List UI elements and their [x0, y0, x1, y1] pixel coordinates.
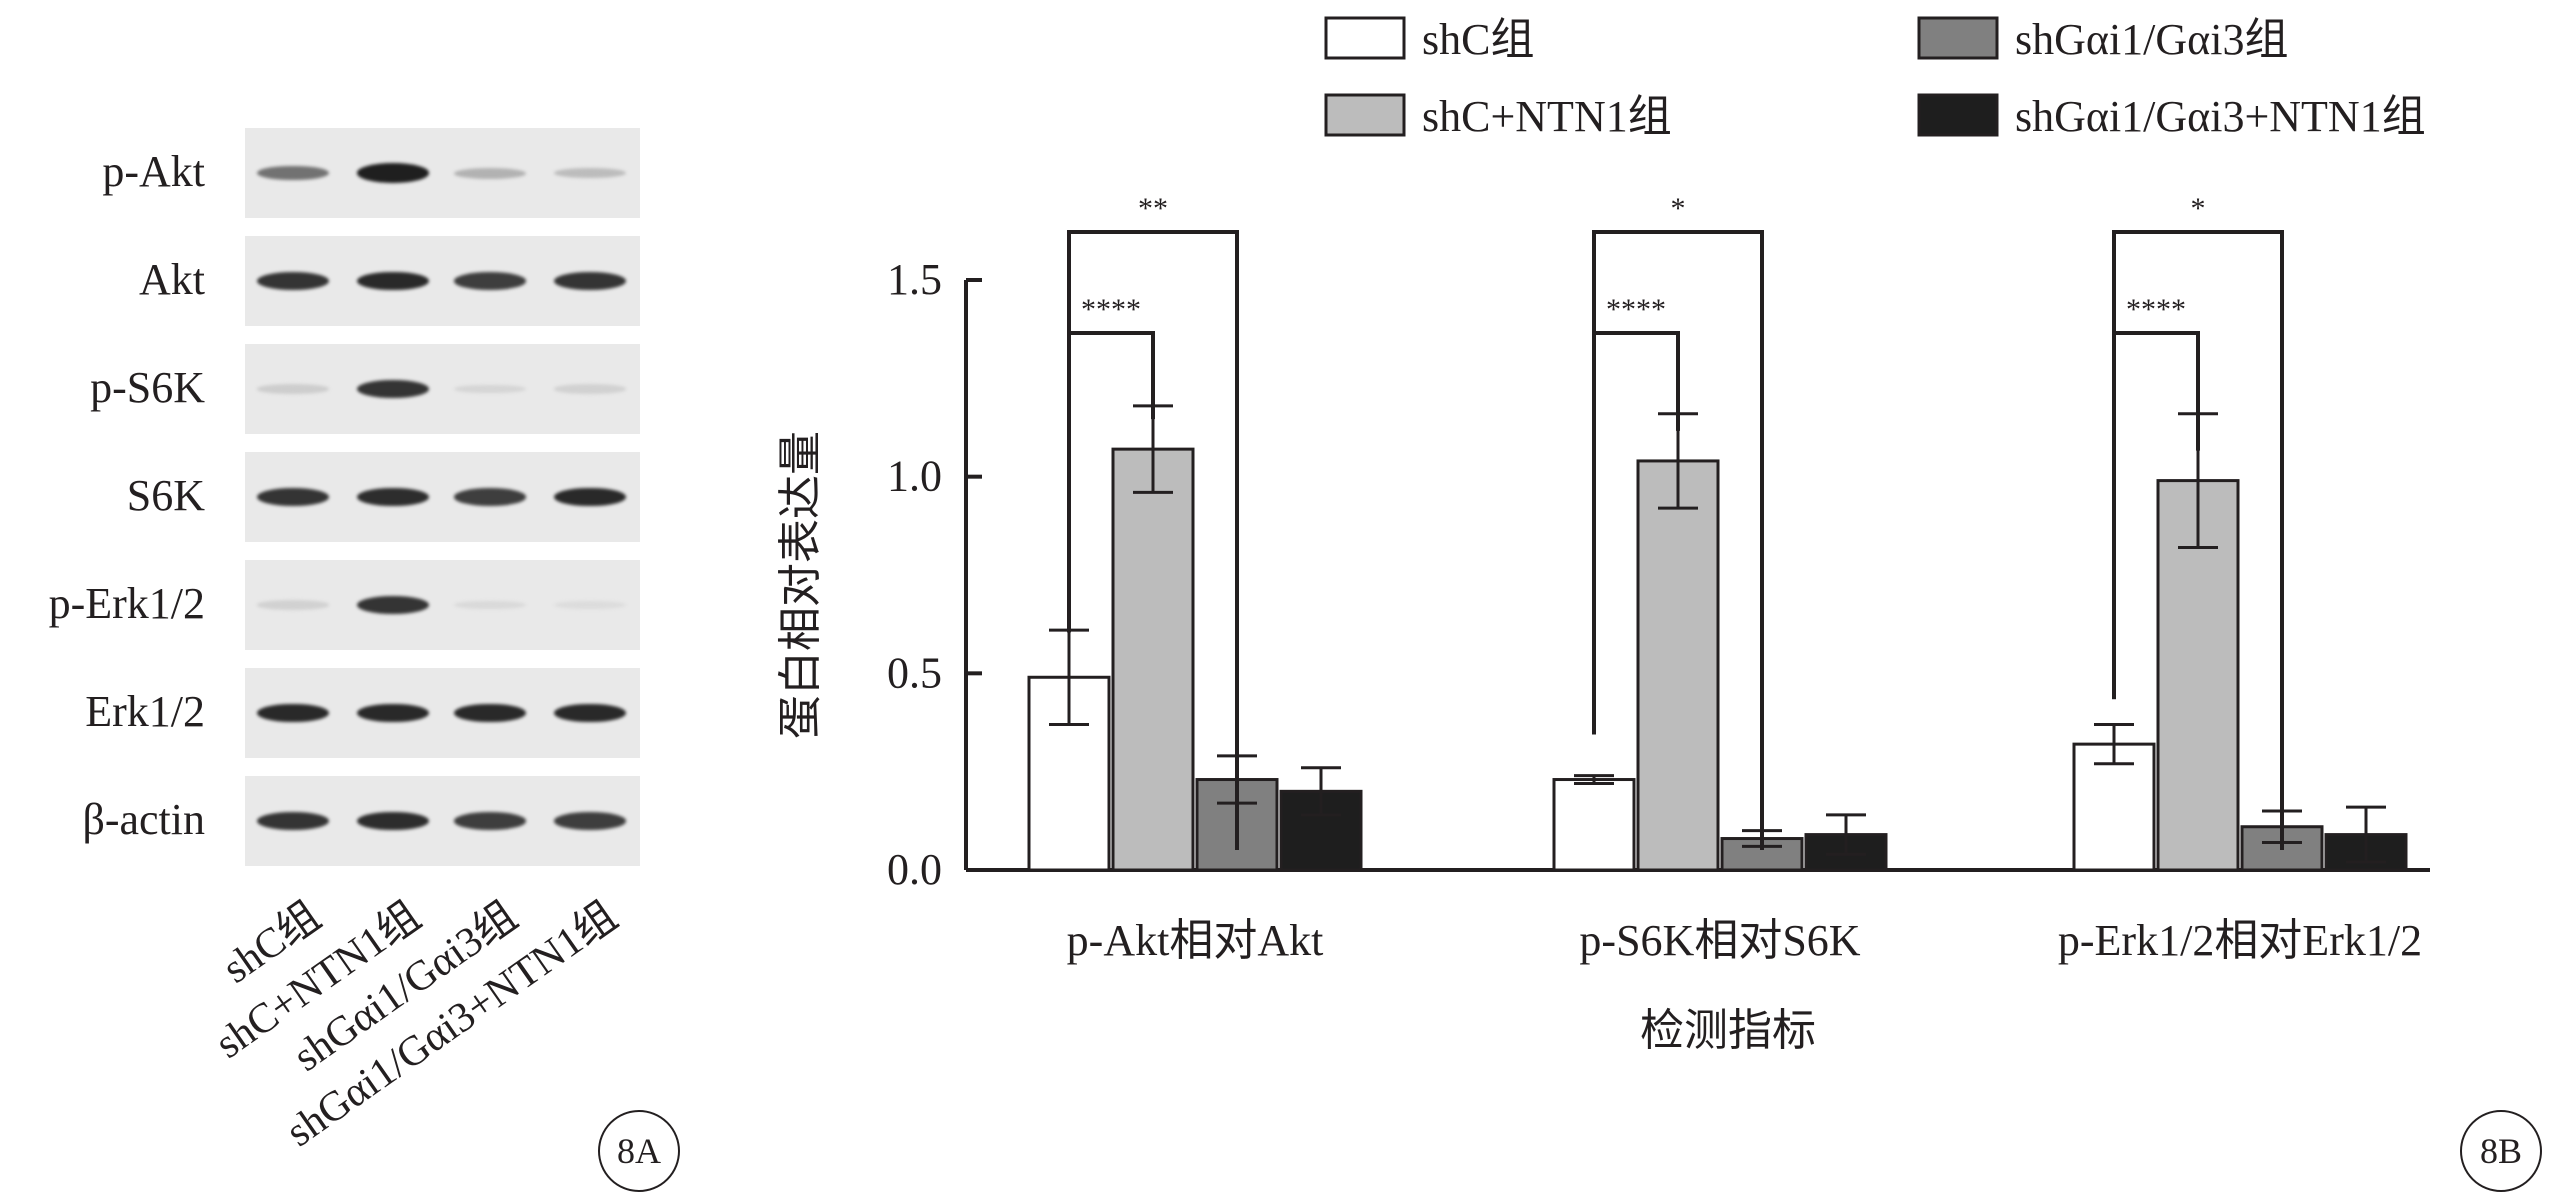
blot-band — [257, 384, 329, 394]
blot-band — [257, 600, 329, 610]
significance-label: ** — [1138, 192, 1168, 225]
y-tick-label: 1.5 — [887, 255, 942, 304]
blot-band — [257, 165, 329, 181]
blot-band — [257, 271, 329, 291]
legend-swatch — [1917, 93, 1999, 137]
blot-band — [554, 271, 626, 291]
legend-label: shC+NTN1组 — [1422, 92, 1672, 141]
blot-band — [454, 812, 526, 830]
bar — [1636, 459, 1720, 872]
blot-band — [257, 811, 329, 831]
blot-band — [454, 600, 526, 610]
blot-strip — [245, 776, 640, 866]
significance-label: **** — [1081, 293, 1141, 326]
blot-band — [454, 167, 526, 179]
bar — [1552, 778, 1636, 872]
blot-band — [357, 163, 429, 183]
blot-band — [257, 703, 329, 723]
y-tick-label: 1.0 — [887, 452, 942, 501]
legend-label: shGαi1/Gαi3+NTN1组 — [2015, 92, 2426, 141]
blot-strip — [245, 344, 640, 434]
x-category-label: p-Akt相对Akt — [1067, 916, 1324, 965]
blot-strip — [245, 236, 640, 326]
blot-row-label: Akt — [139, 255, 205, 304]
x-category-label: p-Erk1/2相对Erk1/2 — [2058, 916, 2422, 965]
legend-label: shGαi1/Gαi3组 — [2015, 15, 2288, 64]
blot-row-label: Erk1/2 — [85, 687, 205, 736]
blot-band — [554, 384, 626, 394]
blot-band — [357, 703, 429, 723]
significance-bracket — [1067, 230, 1239, 850]
significance-label: * — [1671, 192, 1686, 225]
blot-band — [454, 384, 526, 394]
blot-band — [454, 703, 526, 723]
blot-strip — [245, 560, 640, 650]
legend-label: shC组 — [1422, 15, 1534, 64]
blot-strip — [245, 452, 640, 542]
blot-band — [257, 487, 329, 507]
blot-band — [554, 812, 626, 830]
blot-band — [554, 600, 626, 610]
blot-band — [454, 488, 526, 506]
blot-row-label: S6K — [126, 471, 205, 520]
blot-band — [357, 271, 429, 291]
x-category-label: p-S6K相对S6K — [1579, 916, 1860, 965]
blot-band — [554, 487, 626, 507]
y-tick-label: 0.0 — [887, 845, 942, 894]
significance-label: **** — [1606, 293, 1666, 326]
blot-band — [554, 703, 626, 723]
blot-strip — [245, 668, 640, 758]
blot-row-label: p-S6K — [90, 363, 205, 412]
significance-bracket — [2112, 230, 2284, 850]
blot-strip — [245, 128, 640, 218]
blot-band — [357, 811, 429, 831]
blot-band — [357, 487, 429, 507]
panel-tag-8a: 8A — [598, 1110, 680, 1192]
blot-band — [357, 595, 429, 615]
blot-band — [554, 167, 626, 179]
legend-swatch — [1917, 16, 1999, 60]
significance-label: * — [2191, 192, 2206, 225]
y-tick-label: 0.5 — [887, 648, 942, 697]
blot-band — [454, 272, 526, 290]
legend-swatch — [1324, 16, 1406, 60]
significance-bracket — [1592, 230, 1764, 850]
y-axis-label: 蛋白相对表达量 — [776, 431, 825, 739]
legend-swatch — [1324, 93, 1406, 137]
bar — [1111, 447, 1195, 872]
blot-row-label: β-actin — [82, 795, 205, 844]
panel-tag-8b: 8B — [2460, 1110, 2542, 1192]
blot-band — [357, 379, 429, 399]
blot-row-label: p-Erk1/2 — [48, 579, 205, 628]
blot-row-label: p-Akt — [102, 147, 205, 196]
x-axis-label: 检测指标 — [1640, 1006, 1816, 1055]
significance-label: **** — [2126, 293, 2186, 326]
